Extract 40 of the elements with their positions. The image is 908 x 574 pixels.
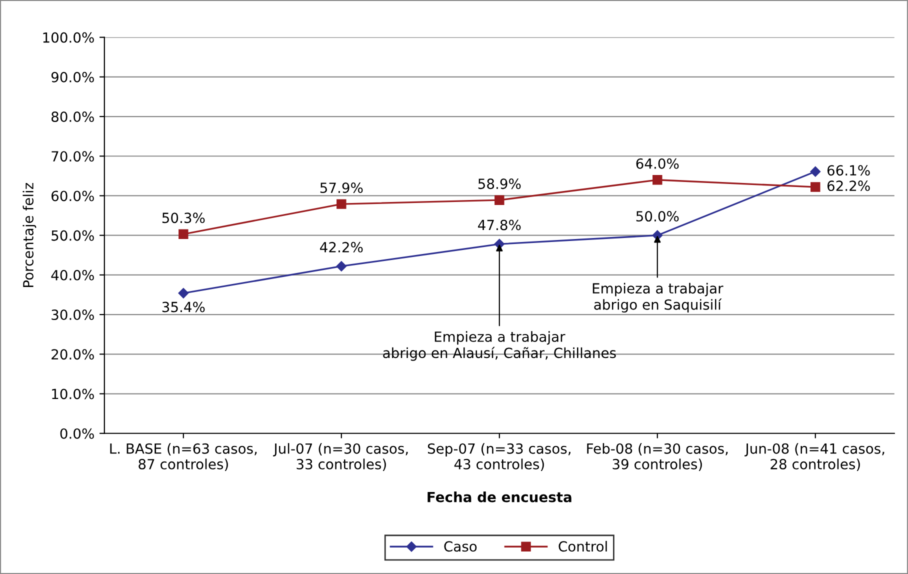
y-tick-label: 40.0%: [51, 270, 94, 280]
point: [178, 229, 188, 240]
point: [810, 182, 820, 192]
point: [494, 195, 504, 205]
point: [810, 166, 820, 177]
data-label: 66.1%: [827, 165, 870, 176]
data-label: 50.0%: [636, 211, 679, 222]
y-axis-title: Porcentaje feliz: [22, 182, 36, 287]
point: [652, 175, 662, 185]
data-label: 58.9%: [478, 178, 521, 190]
point: [336, 199, 346, 209]
y-tick-label: 50.0%: [52, 230, 94, 241]
x-tick-label: Sep-07 (n=33 casos, 43 controles): [428, 443, 570, 472]
annotation: Empieza a trabajar abrigo en Alausí, Cañar, Chillanes: [383, 331, 616, 361]
x-tick-label: Feb-08 (n=30 casos, 39 controles): [587, 443, 728, 472]
annotation: Empieza a trabajar abrigo en Saquisilí: [592, 282, 724, 313]
y-tick-label: 60.0%: [52, 190, 94, 202]
data-label: 47.8%: [478, 220, 521, 230]
x-tick-label: L. BASE (n=63 casos, 87 controles): [110, 443, 257, 472]
y-tick-label: 30.0%: [52, 310, 94, 320]
x-axis-title: Fecha de encuesta: [428, 492, 572, 502]
data-label: 57.9%: [320, 182, 363, 194]
data-label: 50.3%: [162, 212, 205, 224]
legend-label: Caso: [444, 541, 477, 552]
y-tick-label: 20.0%: [52, 349, 94, 360]
point: [178, 288, 189, 298]
data-label: 62.2%: [827, 180, 870, 192]
y-tick-label: 90.0%: [51, 72, 94, 82]
point: [336, 261, 347, 272]
data-label: 35.4%: [162, 302, 205, 312]
x-tick-label: Jul-07 (n=30 casos, 33 controles): [273, 443, 408, 472]
data-label: 64.0%: [636, 158, 679, 169]
y-tick-label: 10.0%: [52, 388, 94, 400]
data-label: 42.2%: [320, 242, 363, 252]
x-tick-label: Jun-08 (n=41 casos, 28 controles): [744, 443, 884, 472]
legend-label: Control: [558, 540, 607, 552]
y-tick-label: 70.0%: [52, 151, 94, 162]
y-tick-label: 100.0%: [43, 32, 94, 43]
y-tick-label: 0.0%: [60, 428, 94, 439]
y-tick-label: 80.0%: [52, 111, 94, 122]
